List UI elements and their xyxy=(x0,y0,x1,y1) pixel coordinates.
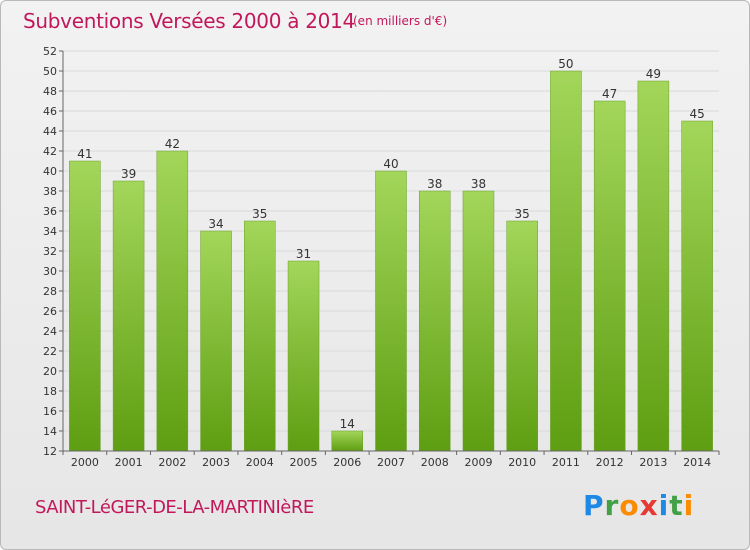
x-tick-label: 2010 xyxy=(508,456,536,469)
x-tick-label: 2005 xyxy=(290,456,318,469)
x-tick-label: 2014 xyxy=(683,456,711,469)
chart-title: Subventions Versées 2000 à 2014 xyxy=(23,9,355,33)
x-tick-label: 2001 xyxy=(115,456,143,469)
bar xyxy=(375,170,407,452)
bar xyxy=(287,260,320,452)
logo-letter: P xyxy=(583,489,605,522)
y-tick-label: 32 xyxy=(43,245,57,258)
y-tick-label: 44 xyxy=(43,125,57,138)
bar-value-label: 49 xyxy=(646,67,661,81)
x-tick-label: 2011 xyxy=(552,456,580,469)
y-tick-label: 20 xyxy=(43,365,57,378)
y-tick-label: 22 xyxy=(43,345,57,358)
x-tick-label: 2004 xyxy=(246,456,274,469)
bar xyxy=(331,430,364,452)
bar xyxy=(418,190,451,452)
x-tick-label: 2007 xyxy=(377,456,405,469)
y-tick-label: 24 xyxy=(43,325,57,338)
bar-value-label: 38 xyxy=(471,177,486,191)
logo-letter: i xyxy=(658,489,670,522)
bar xyxy=(156,150,189,452)
x-tick-label: 2000 xyxy=(71,456,99,469)
logo-letter: o xyxy=(619,489,640,522)
x-tick-label: 2003 xyxy=(202,456,230,469)
bar xyxy=(637,80,670,452)
bar-value-label: 35 xyxy=(515,207,530,221)
x-tick-label: 2013 xyxy=(639,456,667,469)
bar-value-label: 34 xyxy=(208,217,223,231)
x-tick-label: 2002 xyxy=(158,456,186,469)
logo-letter: x xyxy=(639,489,659,522)
logo-letter: r xyxy=(604,489,620,522)
bar-value-label: 31 xyxy=(296,247,311,261)
x-tick-label: 2012 xyxy=(596,456,624,469)
y-tick-label: 30 xyxy=(43,265,57,278)
bar-value-label: 50 xyxy=(558,57,573,71)
y-tick-label: 14 xyxy=(43,425,57,438)
bar-value-label: 35 xyxy=(252,207,267,221)
logo-letter: t xyxy=(669,489,684,522)
y-tick-label: 34 xyxy=(43,225,57,238)
x-tick-label: 2008 xyxy=(421,456,449,469)
bar xyxy=(506,220,538,452)
logo-letter: i xyxy=(683,489,695,522)
y-tick-label: 52 xyxy=(43,45,57,58)
y-tick-label: 16 xyxy=(43,405,57,418)
x-tick-label: 2009 xyxy=(464,456,492,469)
bar xyxy=(593,100,626,452)
place-name: SAINT-LéGER-DE-LA-MARTINIèRE xyxy=(35,497,314,518)
bars: 41 39 42 34 35 31 14 40 38 38 35 50 47 49 45 xyxy=(69,57,713,452)
bar xyxy=(112,180,145,452)
y-tick-label: 42 xyxy=(43,145,57,158)
bar xyxy=(244,220,276,452)
bar xyxy=(681,120,713,452)
bar xyxy=(462,190,495,452)
bar-value-label: 41 xyxy=(77,147,92,161)
y-tick-label: 12 xyxy=(43,445,57,458)
y-tick-label: 50 xyxy=(43,65,57,78)
y-tick-label: 46 xyxy=(43,105,57,118)
y-tick-label: 36 xyxy=(43,205,57,218)
bar-value-label: 14 xyxy=(340,417,355,431)
bar-value-label: 39 xyxy=(121,167,136,181)
y-tick-label: 48 xyxy=(43,85,57,98)
bar xyxy=(200,230,232,452)
y-tick-label: 38 xyxy=(43,185,57,198)
y-tick-label: 26 xyxy=(43,305,57,318)
bar-value-label: 45 xyxy=(689,107,704,121)
bar-value-label: 38 xyxy=(427,177,442,191)
bar-value-label: 42 xyxy=(165,137,180,151)
x-tick-label: 2006 xyxy=(333,456,361,469)
bar-value-label: 47 xyxy=(602,87,617,101)
bar xyxy=(550,70,582,452)
y-tick-label: 18 xyxy=(43,385,57,398)
axes: 12 14 16 18 20 22 24 26 28 30 32 34 36 38 40 42 44 46 48 50… xyxy=(43,45,720,469)
chart-unit-note: (en milliers d'€) xyxy=(353,14,448,28)
y-tick-label: 40 xyxy=(43,165,57,178)
proxiti-logo: Proxiti xyxy=(583,489,694,522)
bar-value-label: 40 xyxy=(383,157,398,171)
bar xyxy=(69,160,101,452)
y-tick-label: 28 xyxy=(43,285,57,298)
